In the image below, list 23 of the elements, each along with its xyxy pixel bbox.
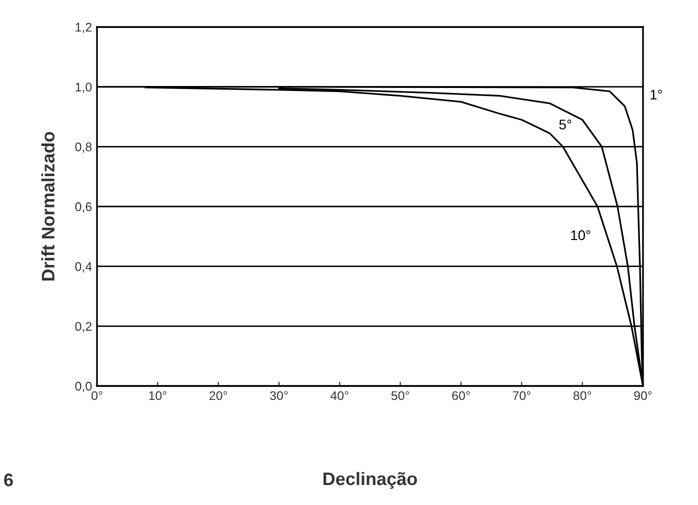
y-tick-label: 0,0 <box>75 382 92 392</box>
x-axis-title: Declinação <box>324 472 417 489</box>
y-tick-label: 0,8 <box>75 142 92 153</box>
series-label: 10° <box>571 230 590 240</box>
x-tick-label: 20° <box>210 391 228 400</box>
x-tick-label: 90° <box>634 391 652 400</box>
x-tick-label: 0° <box>92 391 102 400</box>
y-tick-label: 0,6 <box>75 202 92 213</box>
x-tick-label: 60° <box>452 391 470 400</box>
y-tick-label: 0,4 <box>75 262 92 272</box>
y-tick-label: 1,0 <box>76 82 92 93</box>
y-axis-title: Drift Normalizado <box>41 132 55 281</box>
x-tick-label: 50° <box>391 391 410 400</box>
x-tick-label: 70° <box>512 391 530 400</box>
y-tick-label: 0,2 <box>75 322 92 332</box>
x-tick-label: 30° <box>270 391 288 400</box>
x-tick-label: 40° <box>330 391 348 400</box>
text: 6 <box>4 473 13 486</box>
y-tick-label: 1,2 <box>76 22 92 34</box>
series-label: 5° <box>559 120 572 130</box>
x-tick-label: 80° <box>573 391 592 400</box>
series-label: 1° <box>650 90 662 100</box>
x-tick-label: 10° <box>149 391 166 400</box>
